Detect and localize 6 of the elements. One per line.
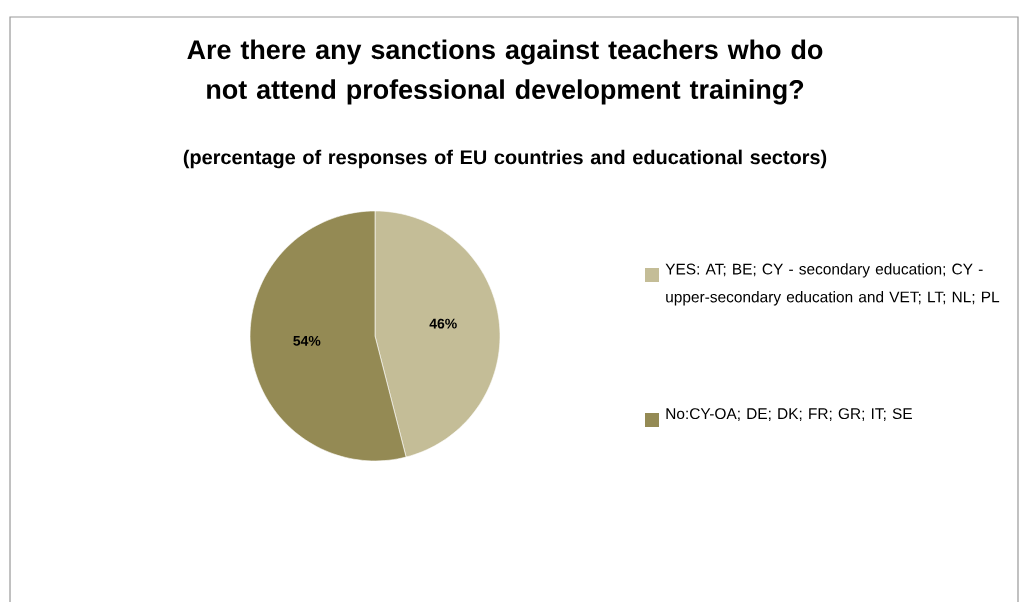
chart-subtitle: (percentage of responses of EU countries and educational sectors) (183, 149, 827, 169)
data-label: 54% (293, 335, 321, 346)
legend-label: No:CY-OA; DE; DK; FR; GR; IT; SE (666, 408, 912, 421)
legend-label: YES: AT; BE; CY - secondary education; CY - upper-secondary education and VET; LT; NL; PL (665, 263, 1000, 306)
data-label: 46% (429, 318, 457, 329)
chart-title: Are there any sanctions against teachers who do not attend professional development training? (187, 39, 823, 105)
